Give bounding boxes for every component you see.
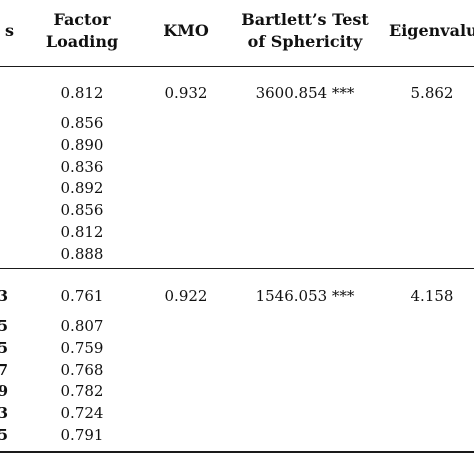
header-items-clipped: s: [4, 21, 14, 40]
group1-loading-7: 0.812: [60, 223, 104, 241]
group1-bartlett: 3600.854 ***: [255, 84, 355, 102]
group1-loading-1: 0.812: [60, 84, 104, 102]
group1-loading-6: 0.856: [60, 201, 104, 219]
group2-eigenvalue: 4.158: [410, 287, 454, 305]
header-bartlett: Bartlett’s Test of Sphericity: [235, 9, 375, 53]
group1-loading-5: 0.892: [60, 179, 104, 197]
group1-loading-4: 0.836: [60, 158, 104, 176]
group2-item-1: 3: [0, 287, 8, 305]
group2-loading-6: 0.724: [60, 404, 104, 422]
group2-item-3: 5: [0, 339, 8, 357]
group2-item-7: 5: [0, 426, 8, 444]
group1-kmo: 0.932: [164, 84, 208, 102]
group2-loading-7: 0.791: [60, 426, 104, 444]
group1-loading-8: 0.888: [60, 245, 104, 263]
header-factor-loading: Factor Loading: [30, 9, 134, 53]
header-factor-loading-line2: Loading: [45, 32, 119, 51]
group2-kmo: 0.922: [164, 287, 208, 305]
header-bartlett-line2: of Sphericity: [247, 32, 363, 51]
group2-item-2: 5: [0, 317, 8, 335]
group1-loading-2: 0.856: [60, 114, 104, 132]
group2-item-5: 9: [0, 382, 8, 400]
header-rule: [0, 66, 474, 67]
group2-loading-2: 0.807: [60, 317, 104, 335]
group2-bartlett: 1546.053 ***: [255, 287, 355, 305]
group2-item-4: 7: [0, 361, 8, 379]
header-factor-loading-line1: Factor: [53, 10, 111, 29]
header-eigenvalue-clipped: Eigenvalu: [389, 21, 474, 40]
group1-loading-3: 0.890: [60, 136, 104, 154]
group2-loading-3: 0.759: [60, 339, 104, 357]
group2-loading-5: 0.782: [60, 382, 104, 400]
header-bartlett-line1: Bartlett’s Test: [241, 10, 369, 29]
header-kmo: KMO: [163, 21, 209, 40]
group1-eigenvalue: 5.862: [410, 84, 454, 102]
table-bottom-rule: [0, 451, 474, 453]
group2-loading-4: 0.768: [60, 361, 104, 379]
group-separator-rule: [0, 268, 474, 269]
group2-item-6: 3: [0, 404, 8, 422]
group2-loading-1: 0.761: [60, 287, 104, 305]
